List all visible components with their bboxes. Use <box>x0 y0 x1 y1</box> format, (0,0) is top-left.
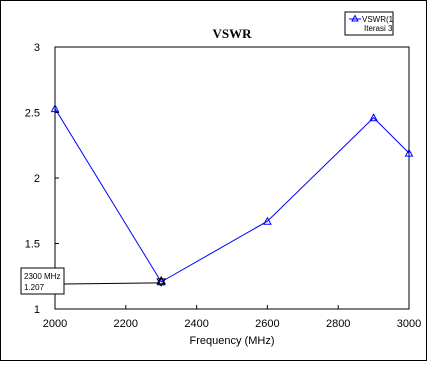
legend-box <box>344 11 394 36</box>
legend-series-name: VSWR(1 <box>362 15 394 24</box>
chart-title: VSWR <box>212 26 252 41</box>
x-tick-label: 2400 <box>184 318 208 330</box>
marker-value: 1.207 <box>24 283 45 292</box>
series-layer <box>50 104 414 287</box>
marker-box <box>20 267 65 295</box>
data-point-marker[interactable] <box>263 216 272 225</box>
x-tick-label: 2600 <box>255 318 279 330</box>
data-point-marker[interactable] <box>50 104 60 113</box>
legend[interactable]: VSWR(1 Iterasi 3 <box>344 11 394 36</box>
marker-frequency: 2300 MHz <box>24 272 60 281</box>
data-point-marker[interactable] <box>404 148 414 157</box>
y-tick-label: 1 <box>34 304 40 316</box>
data-point-marker[interactable] <box>369 113 378 122</box>
marker-annotation[interactable]: 2300 MHz 1.207 <box>20 267 159 295</box>
plot-area <box>54 46 410 310</box>
legend-triangle-icon <box>351 14 359 22</box>
x-tick-label: 3000 <box>397 318 421 330</box>
marker-leader-line <box>63 282 159 285</box>
y-tick-label: 2 <box>34 173 40 185</box>
vswr-series-line[interactable] <box>54 108 410 283</box>
x-axis-label: Frequency (MHz) <box>190 335 275 347</box>
y-tick-label: 1.5 <box>25 239 40 251</box>
y-tick-label: 2.5 <box>25 108 40 120</box>
x-tick-label: 2800 <box>326 318 350 330</box>
y-tick-label: 3 <box>34 42 40 54</box>
marker-point-icon[interactable] <box>156 275 167 287</box>
x-tick-label: 2000 <box>43 318 67 330</box>
x-axis-ticks: 2000 2200 2400 2600 2800 3000 <box>43 305 421 330</box>
x-tick-label: 2200 <box>114 318 138 330</box>
legend-series-subtitle: Iterasi 3 <box>364 24 393 33</box>
y-axis-ticks: 1 1.5 2 2.5 3 <box>25 42 59 316</box>
